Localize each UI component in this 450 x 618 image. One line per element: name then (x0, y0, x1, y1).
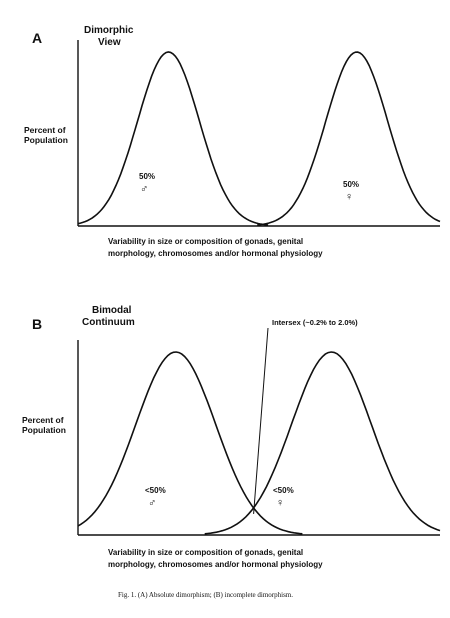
panel-b-plot (77, 327, 441, 536)
panel-a-male-symbol: ♂ (140, 183, 149, 195)
panel-a-ylabel-line-1: Percent of (24, 125, 66, 135)
panel-a-xlabel-line-1: Variability in size or composition of go… (108, 237, 304, 246)
panel-b-female-percent: <50% (273, 486, 294, 495)
panel-b-ylabel-line-1: Percent of (22, 415, 64, 425)
panel-a-male-curve (77, 51, 269, 226)
panel-b-heading: Bimodal Continuum (82, 305, 135, 329)
panel-b-xlabel-line-1: Variability in size or composition of go… (108, 548, 304, 557)
panel-a-letter: A (32, 30, 43, 46)
panel-a-female-curve (257, 51, 441, 226)
panel-a-ylabel: Percent of Population (24, 125, 68, 145)
panel-b-male-curve (77, 351, 303, 535)
panel-a-heading-line-2: View (98, 37, 121, 48)
panel-b-ylabel: Percent of Population (22, 415, 66, 435)
panel-b-heading-line-1: Bimodal (92, 305, 132, 316)
panel-a-female-symbol: ♀ (345, 191, 354, 203)
panel-a-female-percent: 50% (343, 180, 360, 189)
panel-a-xlabel: Variability in size or composition of go… (108, 236, 323, 260)
panel-a-ylabel-line-2: Population (24, 135, 68, 145)
panel-a-xlabel-line-2: morphology, chromosomes and/or hormonal … (108, 249, 323, 258)
panel-b-female-symbol: ♀ (276, 497, 285, 509)
panel-a-male-percent: 50% (139, 172, 156, 181)
panel-b-xlabel: Variability in size or composition of go… (108, 547, 323, 571)
panel-b-letter: B (32, 316, 43, 332)
panel-a-heading-line-1: Dimorphic (84, 25, 134, 36)
panel-a-heading: Dimorphic View (84, 25, 133, 49)
panel-b-heading-line-2: Continuum (82, 317, 135, 328)
panel-b-ylabel-line-2: Population (22, 425, 66, 435)
panel-b-female-curve (204, 351, 441, 535)
panel-b-male-symbol: ♂ (148, 497, 157, 509)
panel-b-intersex-annotation: Intersex (~0.2% to 2.0%) (272, 318, 358, 327)
panel-b-xlabel-line-2: morphology, chromosomes and/or hormonal … (108, 560, 323, 569)
panel-a-plot (77, 40, 441, 227)
panel-b-male-percent: <50% (145, 486, 166, 495)
panel-b-intersex-pointer (253, 327, 269, 514)
figure-caption: Fig. 1. (A) Absolute dimorphism; (B) inc… (118, 591, 293, 599)
